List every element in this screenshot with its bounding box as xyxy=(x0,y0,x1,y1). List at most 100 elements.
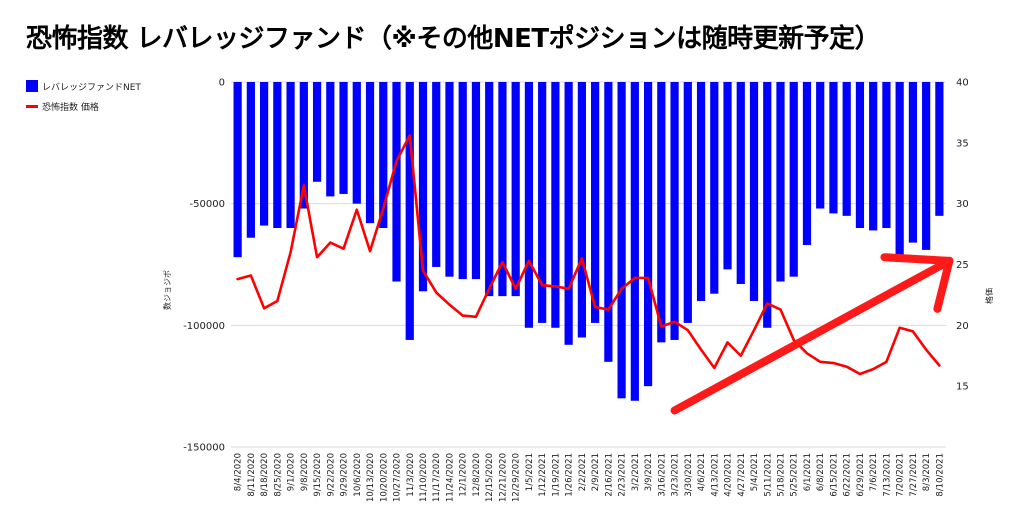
left-tick-label: 0 xyxy=(219,78,225,89)
chart-title: 恐怖指数 レバレッジファンド（※その他NETポジションは随時更新予定） xyxy=(26,24,881,54)
x-tick-label: 3/2/2021 xyxy=(631,453,641,491)
x-tick-label: 2/23/2021 xyxy=(618,453,628,497)
x-tick-label: 7/27/2021 xyxy=(909,453,919,497)
bar xyxy=(683,82,692,323)
legend-line-label: 恐怖指数 価格 xyxy=(42,102,99,113)
trend-arrow xyxy=(670,253,954,415)
bar xyxy=(458,82,467,280)
bar xyxy=(789,82,798,277)
x-tick-label: 7/6/2021 xyxy=(869,453,879,491)
left-axis-ticks: 0 -50000 -100000 -150000 xyxy=(183,78,225,454)
bar xyxy=(418,82,428,292)
x-tick-label: 12/8/2020 xyxy=(472,453,482,497)
x-tick-label: 10/13/2020 xyxy=(366,453,376,502)
bar-series xyxy=(233,82,944,401)
bar xyxy=(922,82,931,250)
x-tick-label: 6/1/2021 xyxy=(803,453,813,491)
bar xyxy=(935,82,944,216)
bar xyxy=(432,82,441,267)
bar xyxy=(604,82,613,362)
x-tick-label: 3/9/2021 xyxy=(644,453,654,491)
bar xyxy=(882,82,891,228)
x-tick-label: 8/10/2021 xyxy=(935,453,945,497)
x-tick-label: 4/27/2021 xyxy=(737,453,747,497)
arrow-head-top xyxy=(880,253,954,265)
x-tick-label: 6/29/2021 xyxy=(856,453,866,497)
right-axis-ticks: 40 35 30 25 20 15 xyxy=(956,78,969,393)
x-tick-label: 6/15/2021 xyxy=(829,453,839,497)
vix-line xyxy=(236,134,941,376)
bar xyxy=(643,82,653,387)
x-tick-label: 7/20/2021 xyxy=(896,453,906,497)
bar xyxy=(657,82,666,343)
bar xyxy=(829,82,838,214)
x-tick-label: 3/30/2021 xyxy=(684,453,694,497)
left-tick-label: -100000 xyxy=(183,321,225,332)
x-tick-label: 11/17/2020 xyxy=(432,453,442,502)
x-tick-label: 9/29/2020 xyxy=(340,453,350,497)
bar xyxy=(498,82,507,297)
bar xyxy=(802,82,812,246)
bar xyxy=(273,82,282,228)
x-tick-label: 9/1/2020 xyxy=(287,453,297,491)
x-tick-label: 8/3/2021 xyxy=(922,453,932,491)
x-tick-label: 3/23/2021 xyxy=(671,453,681,497)
bar xyxy=(842,82,851,216)
x-tick-label: 5/4/2021 xyxy=(750,453,760,491)
legend-item-bar[interactable]: レバレッジファンドNET xyxy=(26,78,141,94)
x-tick-label: 12/21/2020 xyxy=(498,453,508,502)
bar xyxy=(908,82,918,243)
x-tick-label: 11/10/2020 xyxy=(419,453,429,502)
x-tick-label: 12/29/2020 xyxy=(512,453,522,502)
bar xyxy=(485,82,494,297)
bar xyxy=(392,82,401,282)
bar xyxy=(511,82,520,297)
bar xyxy=(723,82,732,270)
legend-line-swatch xyxy=(26,104,38,108)
legend-bar-swatch xyxy=(26,80,38,92)
x-tick-label: 2/9/2021 xyxy=(591,453,601,491)
x-tick-label: 4/13/2021 xyxy=(710,453,720,497)
bar xyxy=(524,82,534,328)
x-tick-label: 3/16/2021 xyxy=(657,453,667,497)
x-tick-label: 11/3/2020 xyxy=(406,453,416,497)
x-tick-label: 6/8/2021 xyxy=(816,453,826,491)
x-tick-label: 2/2/2021 xyxy=(578,453,588,491)
x-tick-label: 5/25/2021 xyxy=(790,453,800,497)
x-axis-ticks: 8/4/2020 8/11/2020 8/18/2020 8/25/2020 9/1/2… xyxy=(234,453,946,502)
x-tick-label: 1/12/2021 xyxy=(538,453,548,497)
bar xyxy=(339,82,348,194)
x-tick-label: 8/18/2020 xyxy=(260,453,270,497)
bar xyxy=(736,82,745,284)
bar xyxy=(233,82,242,258)
arrow-shaft xyxy=(670,256,954,415)
bar xyxy=(471,82,481,280)
legend-item-line[interactable]: 恐怖指数 価格 xyxy=(26,98,141,114)
bar xyxy=(405,82,414,340)
x-tick-label: 1/26/2021 xyxy=(565,453,575,497)
x-tick-label: 4/6/2021 xyxy=(697,453,707,491)
bar xyxy=(299,82,308,209)
line-series xyxy=(236,134,941,376)
bar xyxy=(564,82,573,345)
bar xyxy=(577,82,586,338)
bar xyxy=(855,82,865,228)
right-tick-label: 25 xyxy=(956,260,969,271)
bar xyxy=(696,82,706,301)
x-tick-label: 5/11/2021 xyxy=(763,453,773,497)
bar xyxy=(895,82,904,263)
bar xyxy=(749,82,759,301)
bar xyxy=(312,82,322,182)
right-tick-label: 40 xyxy=(956,78,969,89)
bar xyxy=(379,82,388,228)
bar xyxy=(445,82,454,277)
x-tick-label: 9/22/2020 xyxy=(326,453,336,497)
x-tick-label: 5/18/2021 xyxy=(776,453,786,497)
right-tick-label: 20 xyxy=(956,321,969,332)
x-tick-label: 10/27/2020 xyxy=(393,453,403,502)
bar xyxy=(326,82,335,197)
x-tick-label: 8/11/2020 xyxy=(247,453,257,497)
x-tick-label: 8/25/2020 xyxy=(273,453,283,497)
gridlines xyxy=(231,81,946,448)
x-tick-label: 8/4/2020 xyxy=(234,453,244,491)
